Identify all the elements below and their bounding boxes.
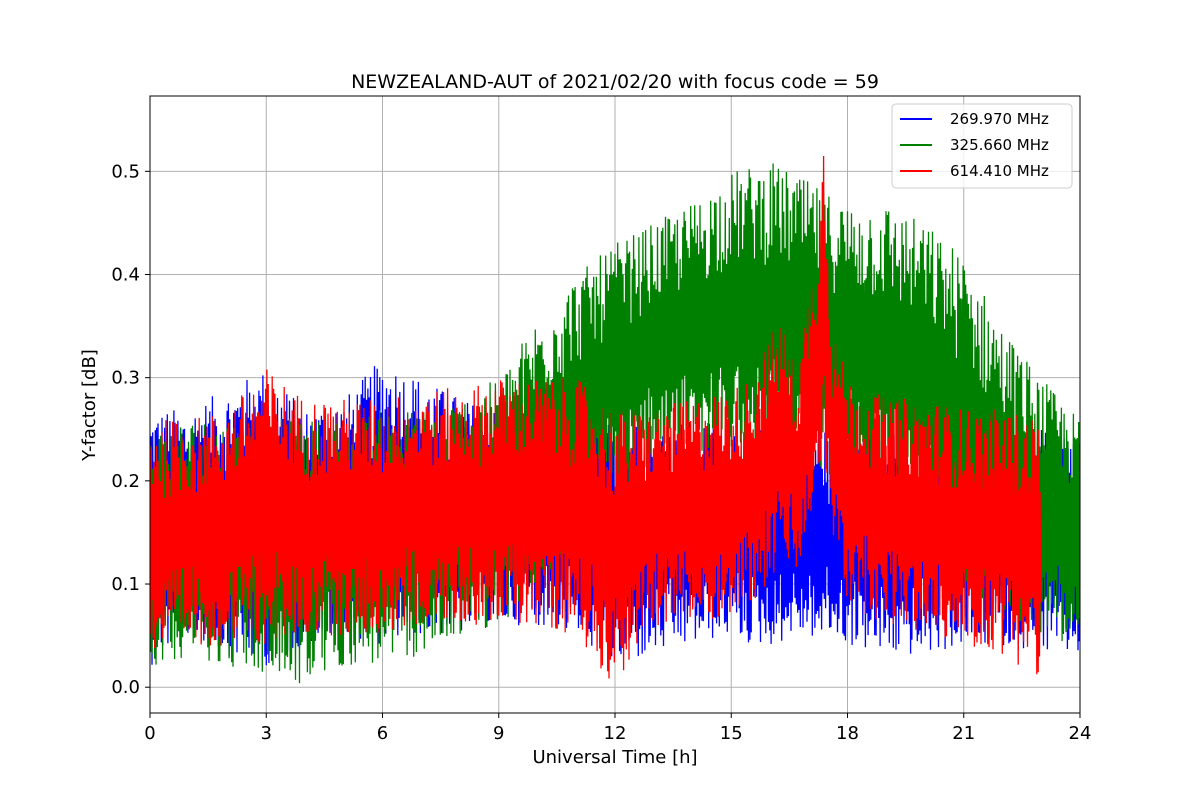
legend-label: 269.970 MHz [950, 110, 1049, 128]
x-tick-label: 9 [493, 723, 504, 744]
legend-box [891, 103, 1073, 189]
x-tick-label: 3 [261, 723, 272, 744]
series-3 [150, 155, 1042, 679]
y-tick-label: 0.4 [111, 264, 140, 285]
x-axis-label: Universal Time [h] [532, 747, 697, 768]
series-layer [150, 155, 1080, 684]
y-tick-label: 0.2 [111, 471, 140, 492]
legend: 269.970 MHz 325.660 MHz 614.410 MHz [891, 103, 1073, 189]
series-line [150, 155, 1042, 679]
x-axis: 0 3 6 9 12 15 18 21 24 [144, 713, 1091, 744]
x-tick-label: 6 [377, 723, 388, 744]
x-tick-label: 15 [720, 723, 743, 744]
x-tick-label: 12 [604, 723, 627, 744]
x-tick-label: 0 [144, 723, 155, 744]
y-tick-label: 0.1 [111, 574, 140, 595]
x-tick-label: 18 [836, 723, 859, 744]
chart-title: NEWZEALAND-AUT of 2021/02/20 with focus … [351, 71, 879, 93]
y-tick-label: 0.0 [111, 677, 140, 698]
y-axis: 0.0 0.1 0.2 0.3 0.4 0.5 [111, 161, 150, 698]
y-axis-label: Y-factor [dB] [79, 349, 100, 462]
y-tick-label: 0.5 [111, 161, 140, 182]
legend-label: 614.410 MHz [950, 162, 1049, 180]
y-tick-label: 0.3 [111, 368, 140, 389]
x-tick-label: 21 [952, 723, 975, 744]
legend-label: 325.660 MHz [950, 136, 1049, 154]
x-tick-label: 24 [1069, 723, 1092, 744]
